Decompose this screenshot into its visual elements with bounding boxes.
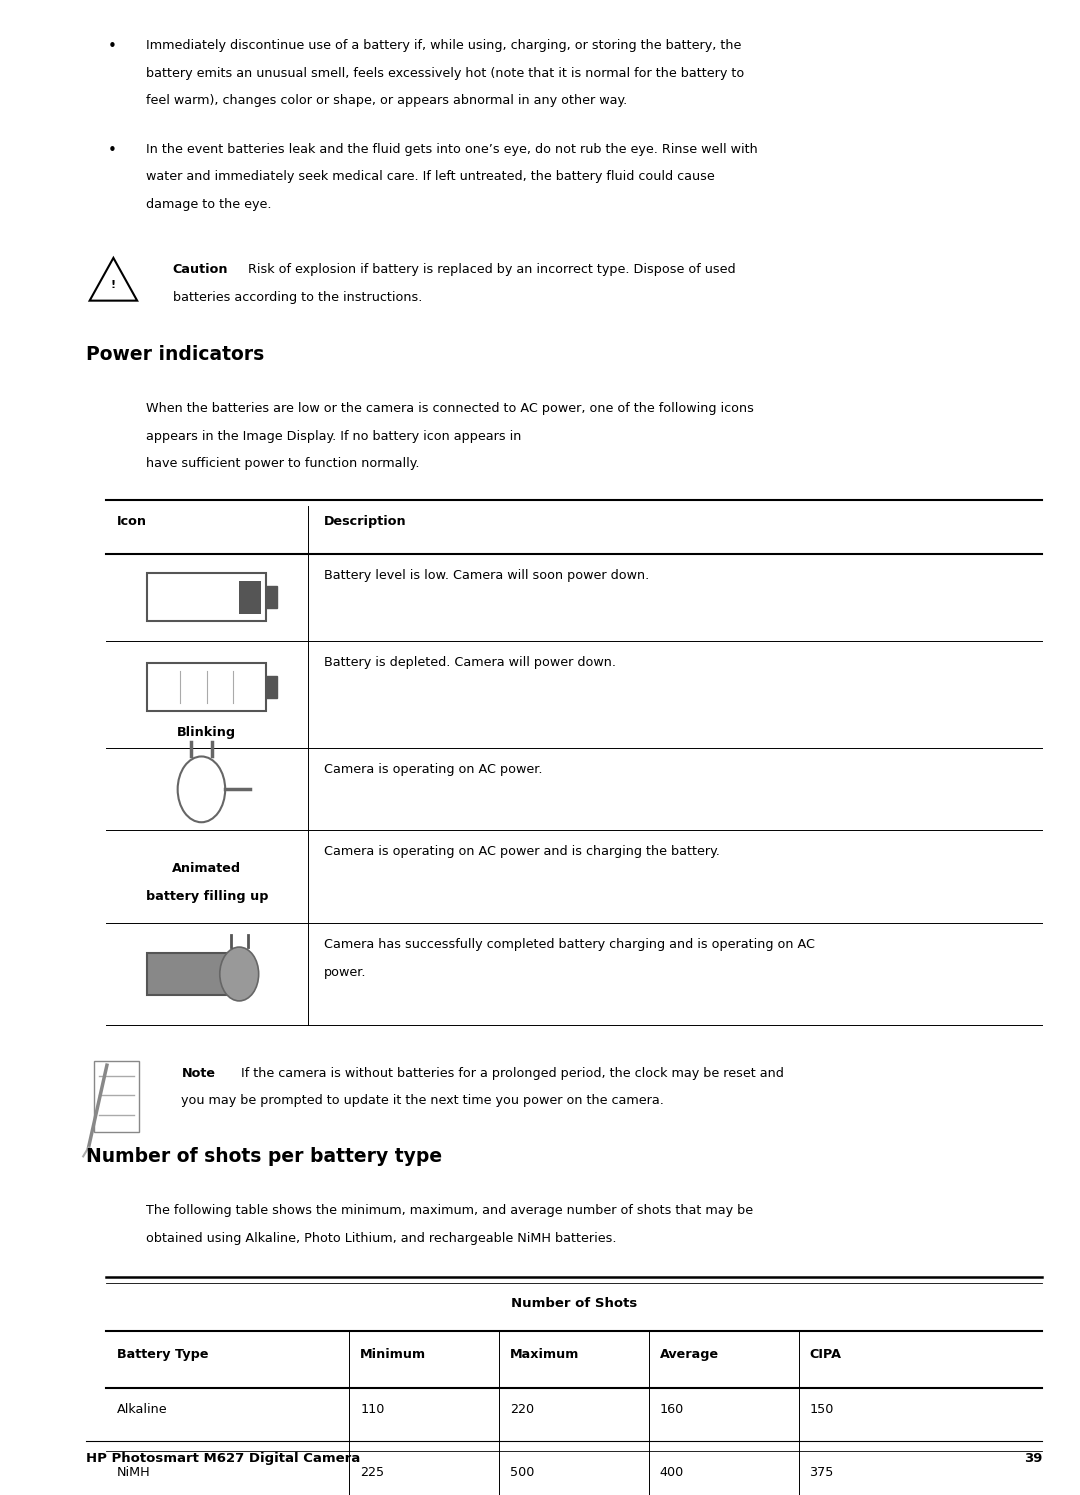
Text: you may be prompted to update it the next time you power on the camera.: you may be prompted to update it the nex… bbox=[181, 1094, 664, 1108]
Text: 375: 375 bbox=[810, 1467, 834, 1479]
FancyBboxPatch shape bbox=[147, 954, 240, 996]
Text: Note: Note bbox=[181, 1067, 215, 1079]
Text: In the event batteries leak and the fluid gets into one’s eye, do not rub the ey: In the event batteries leak and the flui… bbox=[146, 144, 757, 155]
Text: !: ! bbox=[111, 280, 116, 290]
FancyBboxPatch shape bbox=[266, 586, 276, 608]
Text: Description: Description bbox=[324, 514, 407, 528]
Text: Minimum: Minimum bbox=[360, 1348, 427, 1360]
Text: CIPA: CIPA bbox=[810, 1348, 841, 1360]
Text: Number of shots per battery type: Number of shots per battery type bbox=[86, 1148, 443, 1166]
Text: Power indicators: Power indicators bbox=[86, 345, 265, 365]
Text: 500: 500 bbox=[510, 1467, 535, 1479]
Text: Camera is operating on AC power and is charging the battery.: Camera is operating on AC power and is c… bbox=[324, 846, 720, 858]
Text: 160: 160 bbox=[660, 1404, 684, 1416]
Text: Icon: Icon bbox=[117, 514, 147, 528]
Text: batteries according to the instructions.: batteries according to the instructions. bbox=[173, 290, 422, 303]
FancyBboxPatch shape bbox=[240, 582, 261, 614]
Text: Immediately discontinue use of a battery if, while using, charging, or storing t: Immediately discontinue use of a battery… bbox=[146, 39, 741, 52]
Text: damage to the eye.: damage to the eye. bbox=[146, 199, 271, 211]
Text: Battery level is low. Camera will soon power down.: Battery level is low. Camera will soon p… bbox=[324, 570, 649, 582]
Text: Risk of explosion if battery is replaced by an incorrect type. Dispose of used: Risk of explosion if battery is replaced… bbox=[248, 263, 737, 277]
Text: The following table shows the minimum, maximum, and average number of shots that: The following table shows the minimum, m… bbox=[146, 1205, 753, 1217]
Text: When the batteries are low or the camera is connected to AC power, one of the fo: When the batteries are low or the camera… bbox=[146, 402, 754, 416]
Text: feel warm), changes color or shape, or appears abnormal in any other way.: feel warm), changes color or shape, or a… bbox=[146, 94, 627, 108]
Text: 110: 110 bbox=[360, 1404, 384, 1416]
Text: Blinking: Blinking bbox=[177, 727, 237, 739]
FancyBboxPatch shape bbox=[266, 676, 276, 698]
Text: Battery Type: Battery Type bbox=[117, 1348, 208, 1360]
FancyBboxPatch shape bbox=[147, 664, 266, 712]
Text: Caution: Caution bbox=[173, 263, 228, 277]
Circle shape bbox=[220, 948, 259, 1002]
Text: Camera is operating on AC power.: Camera is operating on AC power. bbox=[324, 764, 542, 776]
Text: 400: 400 bbox=[660, 1467, 684, 1479]
Text: Alkaline: Alkaline bbox=[117, 1404, 167, 1416]
Text: obtained using Alkaline, Photo Lithium, and rechargeable NiMH batteries.: obtained using Alkaline, Photo Lithium, … bbox=[146, 1232, 617, 1245]
Text: •: • bbox=[108, 39, 117, 54]
Text: Camera has successfully completed battery charging and is operating on AC: Camera has successfully completed batter… bbox=[324, 939, 815, 951]
Text: HP Photosmart M627 Digital Camera: HP Photosmart M627 Digital Camera bbox=[86, 1452, 361, 1465]
Text: NiMH: NiMH bbox=[117, 1467, 150, 1479]
Text: Number of Shots: Number of Shots bbox=[511, 1298, 637, 1310]
Text: •: • bbox=[108, 144, 117, 158]
Text: 225: 225 bbox=[360, 1467, 384, 1479]
Text: 220: 220 bbox=[510, 1404, 534, 1416]
Text: Animated: Animated bbox=[172, 863, 242, 875]
FancyBboxPatch shape bbox=[147, 574, 266, 622]
Text: Maximum: Maximum bbox=[510, 1348, 579, 1360]
Text: appears in the Image Display. If no battery icon appears in: appears in the Image Display. If no batt… bbox=[146, 431, 525, 443]
Text: water and immediately seek medical care. If left untreated, the battery fluid co: water and immediately seek medical care.… bbox=[146, 170, 715, 184]
Text: battery emits an unusual smell, feels excessively hot (note that it is normal fo: battery emits an unusual smell, feels ex… bbox=[146, 66, 744, 79]
Text: have sufficient power to function normally.: have sufficient power to function normal… bbox=[146, 457, 419, 471]
Text: battery filling up: battery filling up bbox=[146, 890, 268, 903]
Text: If the camera is without batteries for a prolonged period, the clock may be rese: If the camera is without batteries for a… bbox=[241, 1067, 784, 1079]
Text: Average: Average bbox=[660, 1348, 719, 1360]
Text: Battery is depleted. Camera will power down.: Battery is depleted. Camera will power d… bbox=[324, 656, 616, 668]
FancyBboxPatch shape bbox=[94, 1061, 139, 1133]
Text: 39: 39 bbox=[1024, 1452, 1042, 1465]
Text: power.: power. bbox=[324, 966, 366, 979]
Text: 150: 150 bbox=[810, 1404, 834, 1416]
FancyBboxPatch shape bbox=[240, 964, 248, 984]
